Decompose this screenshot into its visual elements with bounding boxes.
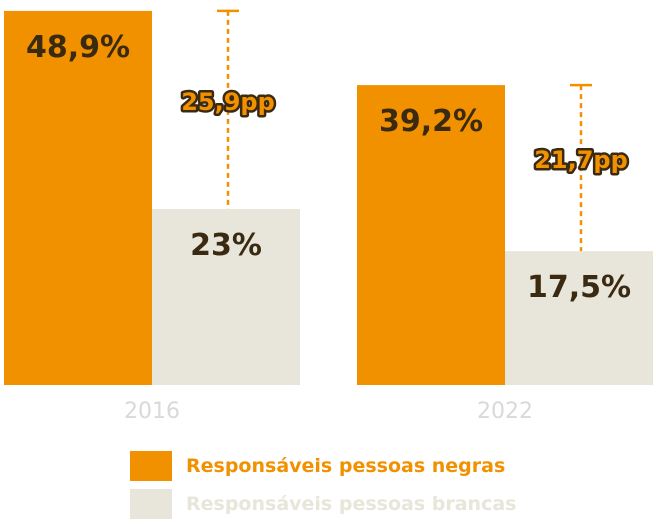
value-label-brancas-2022: 17,5%: [527, 270, 631, 305]
legend-swatch-negras: [130, 451, 172, 481]
legend-item-negras: Responsáveis pessoas negras: [130, 448, 516, 484]
bar-negras-2016: [4, 10, 152, 385]
gap-label-2022: 21,7pp: [534, 146, 628, 174]
bar-brancas-2022: [505, 251, 653, 385]
legend-label-brancas: Responsáveis pessoas brancas: [186, 493, 517, 515]
legend-label-negras: Responsáveis pessoas negras: [186, 455, 506, 477]
value-label-negras-2016: 48,9%: [26, 30, 130, 65]
bar-negras-2022: [357, 85, 505, 386]
gap-label-2016: 25,9pp: [181, 88, 275, 116]
value-label-brancas-2016: 23%: [190, 228, 262, 263]
bar-brancas-2016: [152, 209, 300, 385]
legend-item-brancas: Responsáveis pessoas brancas: [130, 486, 516, 522]
legend-swatch-brancas: [130, 489, 172, 519]
year-label-2016: 2016: [124, 399, 180, 424]
value-label-negras-2022: 39,2%: [379, 104, 483, 139]
year-label-2022: 2022: [477, 399, 533, 424]
legend: Responsáveis pessoas negras Responsáveis…: [130, 448, 516, 524]
